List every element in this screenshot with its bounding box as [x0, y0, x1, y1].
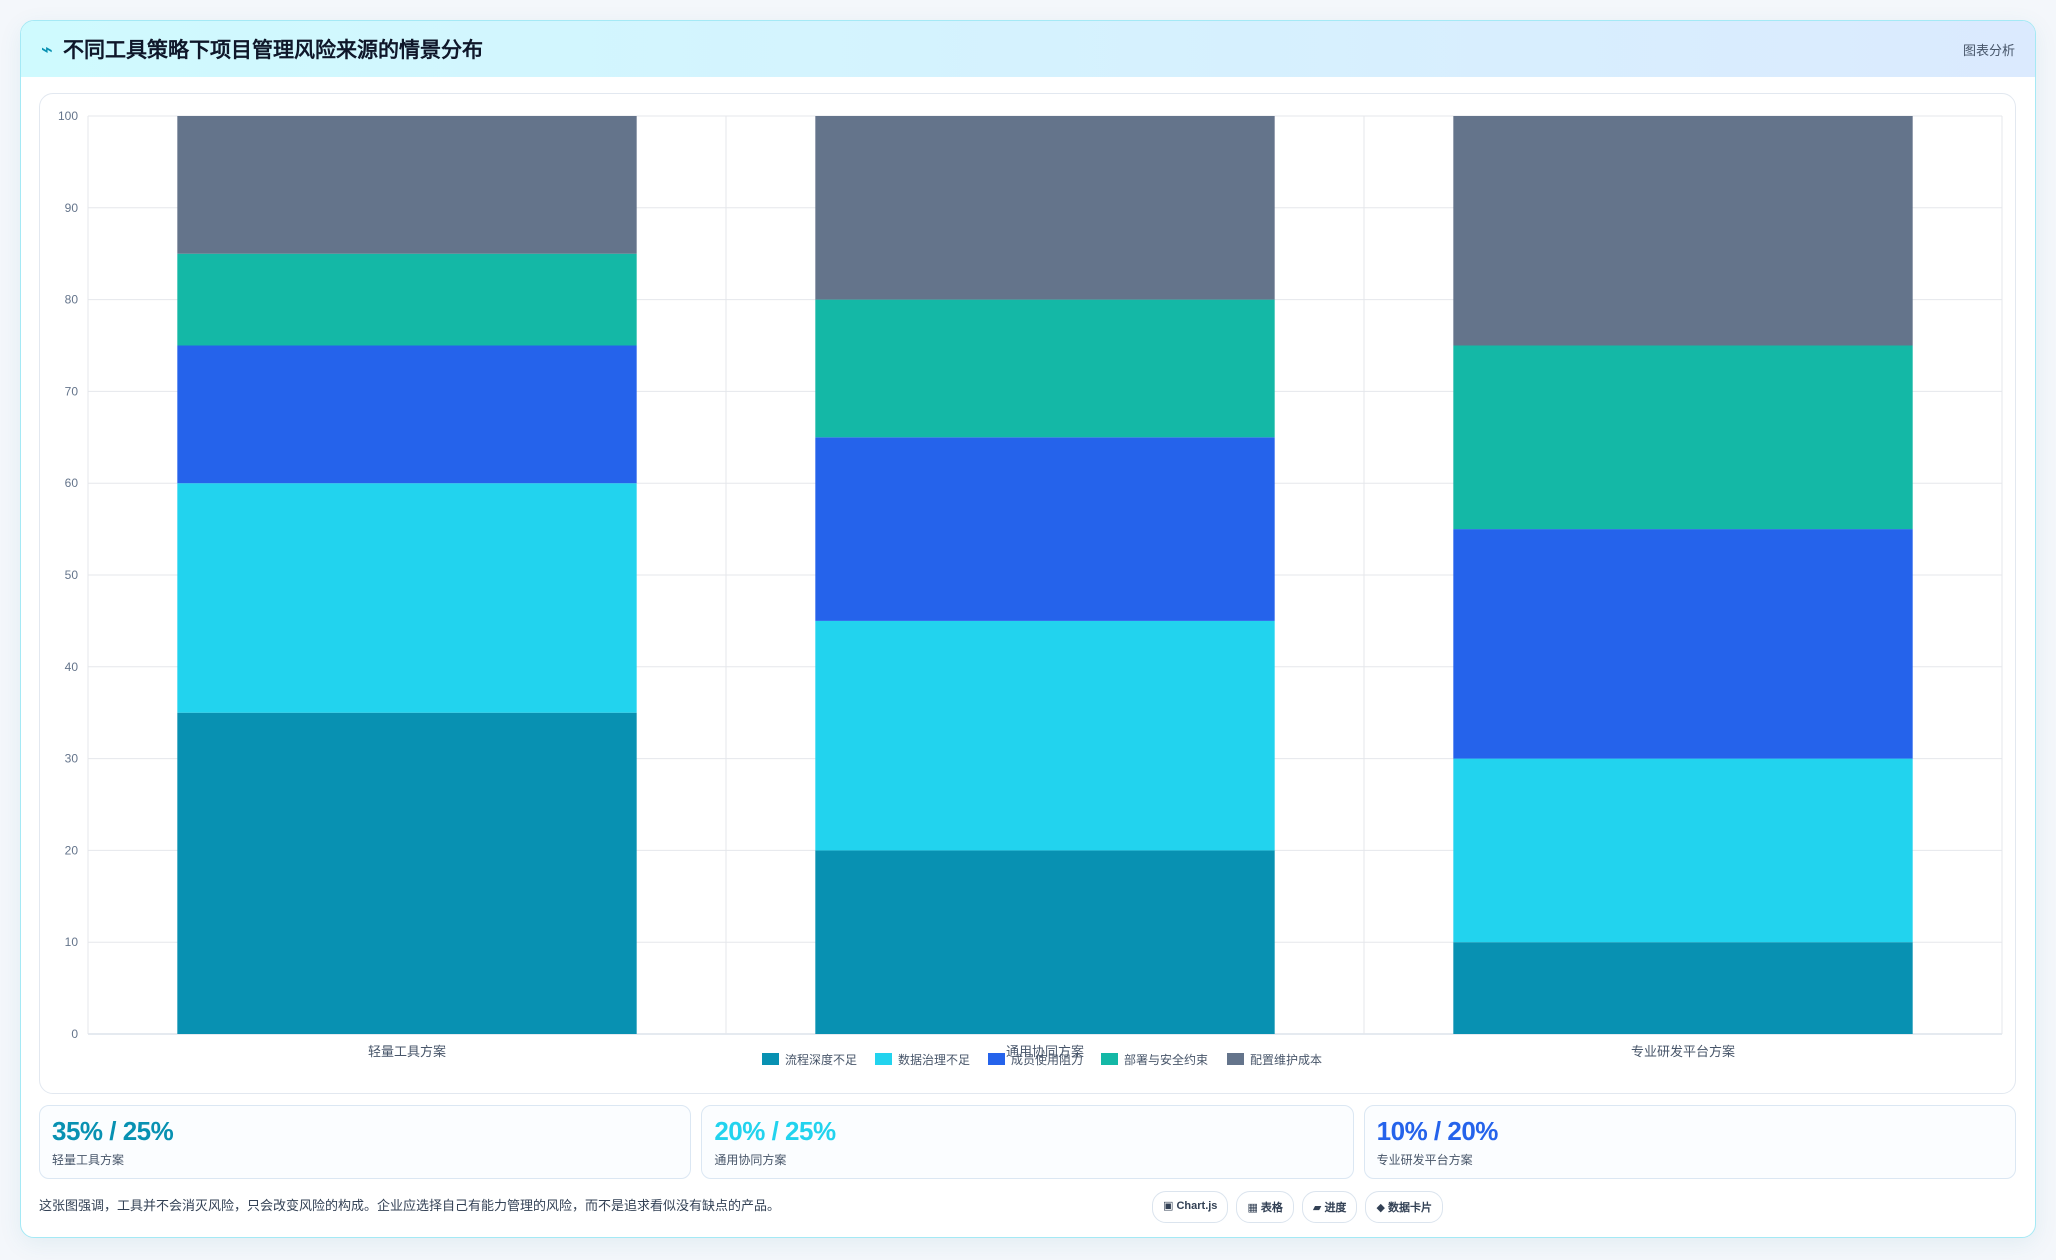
kpi-card: 20% / 25% 通用协同方案 — [701, 1105, 1354, 1179]
chip-table[interactable]: ▦ 表格 — [1236, 1191, 1294, 1223]
bar-segment — [177, 712, 637, 1034]
legend-label: 部署与安全约束 — [1124, 1052, 1208, 1067]
stacked-bar-chart: 0 10 20 30 40 50 60 70 80 90 100 轻量工具方案 通用协同方案 专业研发平台… — [58, 109, 2003, 1067]
bar-segment — [815, 437, 1275, 621]
kpi-label: 专业研发平台方案 — [1376, 1153, 1473, 1167]
kpi-value: 20% / 25% — [714, 1116, 836, 1146]
chip-progress[interactable]: ▰ 进度 — [1301, 1191, 1358, 1223]
y-tick-label: 40 — [65, 660, 79, 674]
title-wrap: ⌁ 不同工具策略下项目管理风险来源的情景分布 — [41, 34, 483, 64]
kpi-value: 35% / 25% — [52, 1116, 174, 1146]
footer-note: 这张图强调，工具并不会消灭风险，只会改变风险的构成。企业应选择自己有能力管理的风… — [39, 1198, 781, 1213]
kpi-label: 轻量工具方案 — [52, 1153, 125, 1167]
kpi-card: 10% / 20% 专业研发平台方案 — [1363, 1105, 2016, 1179]
y-tick-label: 70 — [65, 384, 79, 398]
bar-segment — [815, 299, 1275, 438]
legend-label: 流程深度不足 — [785, 1052, 857, 1067]
kpi-label: 通用协同方案 — [714, 1153, 787, 1167]
y-tick-label: 30 — [65, 752, 79, 766]
page-title: 不同工具策略下项目管理风险来源的情景分布 — [63, 39, 484, 62]
kpi-row: 35% / 25% 轻量工具方案 20% / 25% 通用协同方案 10% / … — [39, 1105, 2016, 1179]
chip-label: 数据卡片 — [1387, 1202, 1432, 1214]
x-tick-label: 专业研发平台方案 — [1631, 1044, 1735, 1059]
kpi-card: 35% / 25% 轻量工具方案 — [39, 1105, 692, 1179]
chip-label: 表格 — [1260, 1202, 1283, 1214]
table-icon: ▦ — [1247, 1202, 1258, 1214]
bar-segment — [1453, 116, 1913, 346]
y-tick-label: 0 — [71, 1027, 78, 1041]
bar-segment — [815, 620, 1275, 851]
progress-icon: ▰ — [1312, 1202, 1322, 1214]
y-tick-label: 100 — [58, 109, 78, 123]
x-tick-label: 通用协同方案 — [1006, 1044, 1084, 1059]
chip-label: Chart.js — [1176, 1200, 1218, 1212]
y-tick-label: 20 — [65, 843, 79, 857]
y-tick-label: 10 — [65, 935, 79, 949]
chip-chartjs[interactable]: ▣ Chart.js — [1152, 1191, 1229, 1223]
footer: 这张图强调，工具并不会消灭风险，只会改变风险的构成。企业应选择自己有能力管理的风… — [39, 1191, 2016, 1225]
bar-segment — [1453, 345, 1913, 530]
chip-label: 进度 — [1324, 1202, 1347, 1214]
legend-swatch — [988, 1053, 1005, 1065]
bar-segment — [1453, 529, 1913, 759]
kpi-value: 10% / 20% — [1376, 1116, 1499, 1146]
bar-segment — [177, 345, 637, 484]
bar-segment — [815, 116, 1275, 300]
bar-segment — [1453, 758, 1913, 943]
diamond-icon: ◆ — [1376, 1202, 1385, 1214]
y-tick-label: 80 — [65, 293, 79, 307]
chip-row: ▣ Chart.js ▦ 表格 ▰ 进度 ◆ 数据卡片 — [1152, 1191, 1443, 1223]
panel-header: ⌁ 不同工具策略下项目管理风险来源的情景分布 图表分析 — [21, 21, 2035, 77]
legend-swatch — [762, 1053, 779, 1065]
bar-segment — [1453, 942, 1913, 1034]
bar-segment — [815, 850, 1275, 1034]
bar-segment — [177, 116, 637, 254]
legend-swatch — [1101, 1053, 1118, 1065]
chart-icon: ▣ — [1163, 1200, 1174, 1212]
legend-label: 配置维护成本 — [1250, 1053, 1322, 1067]
legend-label: 成员使用阻力 — [1011, 1052, 1083, 1067]
bar-segment — [177, 483, 637, 713]
bar-segment — [177, 253, 637, 346]
chart-card: 0 10 20 30 40 50 60 70 80 90 100 轻量工具方案 通用协同方案 专业研发平台… — [39, 93, 2016, 1094]
x-tick-label: 轻量工具方案 — [368, 1044, 446, 1059]
y-tick-label: 60 — [65, 476, 79, 490]
legend-swatch — [1227, 1053, 1244, 1065]
legend-label: 数据治理不足 — [898, 1052, 970, 1067]
y-tick-label: 50 — [65, 568, 79, 582]
chart-panel: ⌁ 不同工具策略下项目管理风险来源的情景分布 图表分析 0 10 20 30 40 50 6… — [20, 20, 2036, 1238]
chip-data-card[interactable]: ◆ 数据卡片 — [1365, 1191, 1443, 1223]
y-tick-label: 90 — [65, 201, 79, 215]
legend-swatch — [875, 1053, 892, 1065]
pulse-icon: ⌁ — [41, 38, 54, 61]
header-tag: 图表分析 — [1962, 42, 2015, 58]
